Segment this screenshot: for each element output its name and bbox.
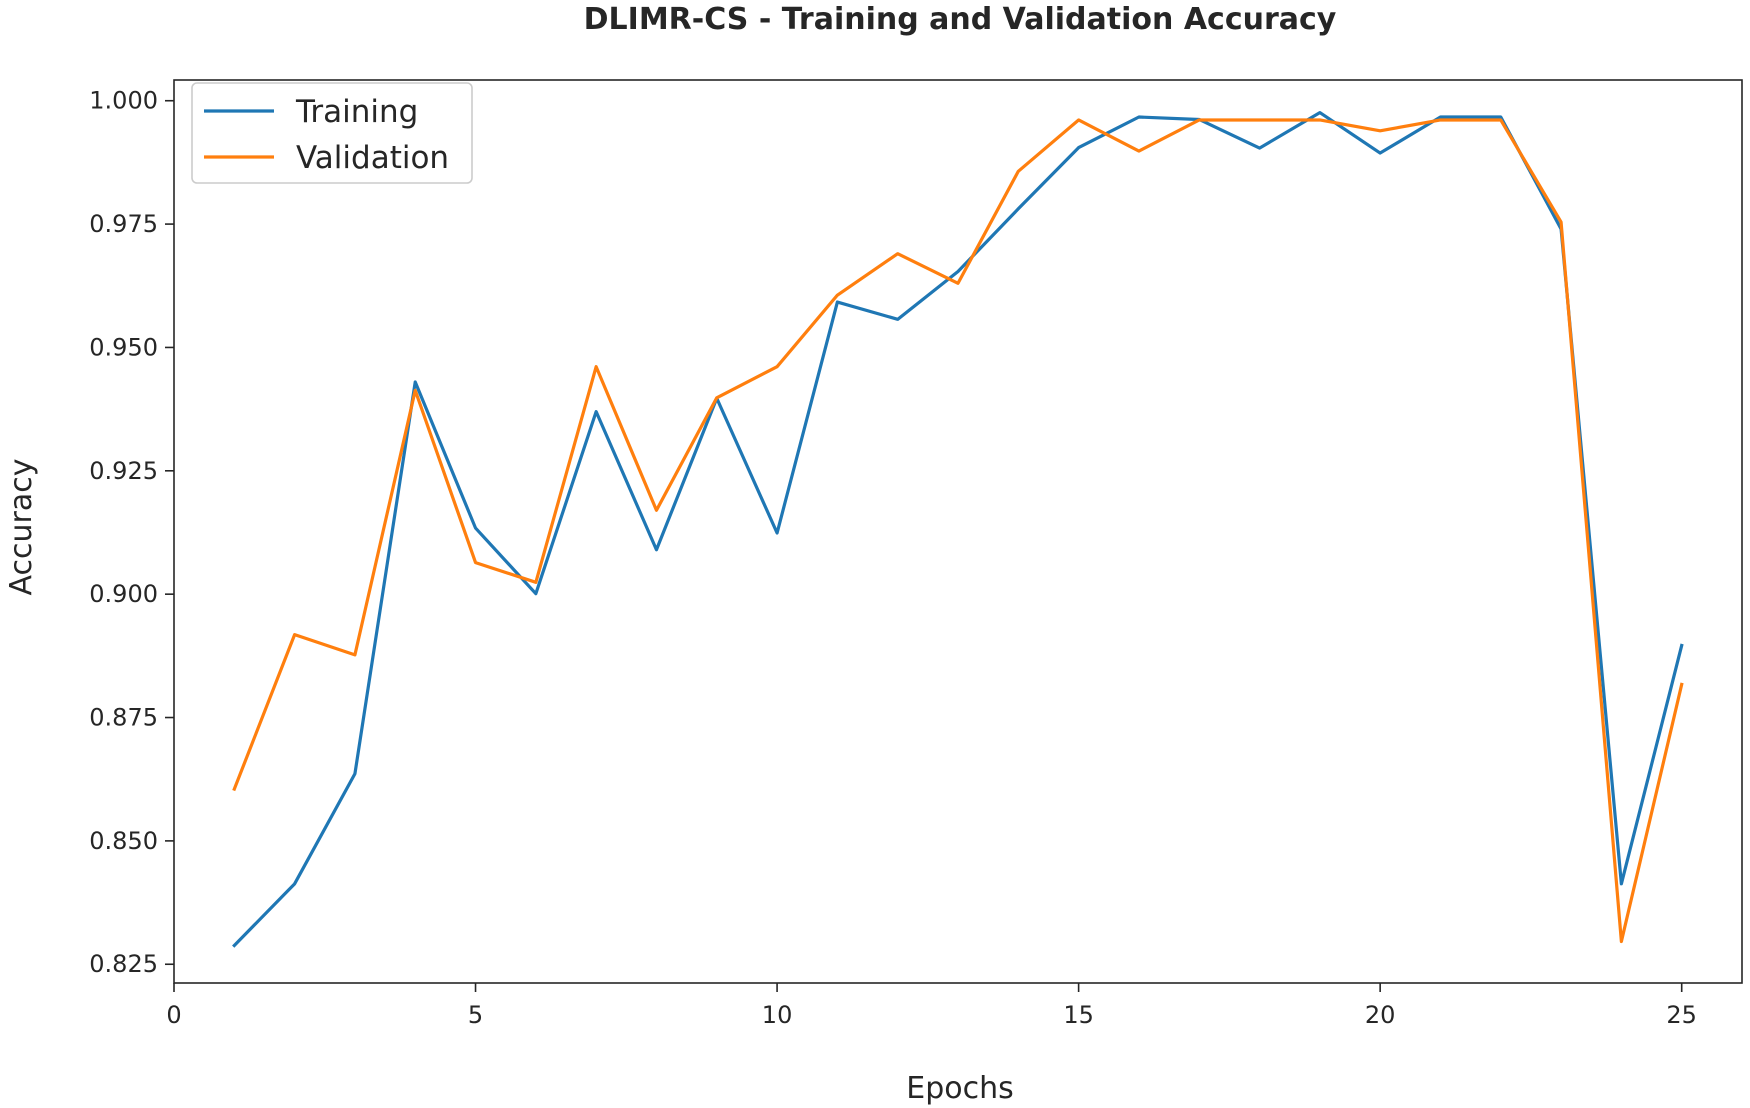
series-line-training bbox=[232, 110, 1684, 948]
chart-title: DLIMR-CS - Training and Validation Accur… bbox=[584, 2, 1337, 37]
legend-label-training: Training bbox=[295, 94, 418, 130]
axes-frame bbox=[173, 79, 1743, 984]
x-tick-label-1: 5 bbox=[468, 1001, 483, 1029]
y-tick-label-0: 0.825 bbox=[89, 950, 158, 978]
y-tick-label-6: 0.975 bbox=[89, 210, 158, 238]
legend: Training Validation bbox=[191, 82, 473, 184]
y-tick-label-4: 0.925 bbox=[89, 457, 158, 485]
x-tick-label-3: 15 bbox=[1063, 1001, 1094, 1029]
x-tick-label-0: 0 bbox=[166, 1001, 181, 1029]
x-tick-label-2: 10 bbox=[762, 1001, 793, 1029]
y-tick-label-7: 1.000 bbox=[89, 87, 158, 115]
y-tick-label-3: 0.900 bbox=[89, 580, 158, 608]
y-tick-label-5: 0.950 bbox=[89, 333, 158, 361]
y-tick-label-1: 0.850 bbox=[89, 827, 158, 855]
x-tick-label-4: 20 bbox=[1365, 1001, 1396, 1029]
series-line-validation bbox=[232, 118, 1684, 944]
x-axis-label: Epochs bbox=[906, 1071, 1014, 1106]
y-axis-label: Accuracy bbox=[4, 459, 39, 596]
plot-area: 0 5 10 15 20 25 0.825 0.850 0.875 0.900 0.925 0.950… bbox=[89, 79, 1743, 1029]
x-tick-label-5: 25 bbox=[1666, 1001, 1697, 1029]
y-tick-label-2: 0.875 bbox=[89, 704, 158, 732]
legend-label-validation: Validation bbox=[296, 140, 449, 176]
